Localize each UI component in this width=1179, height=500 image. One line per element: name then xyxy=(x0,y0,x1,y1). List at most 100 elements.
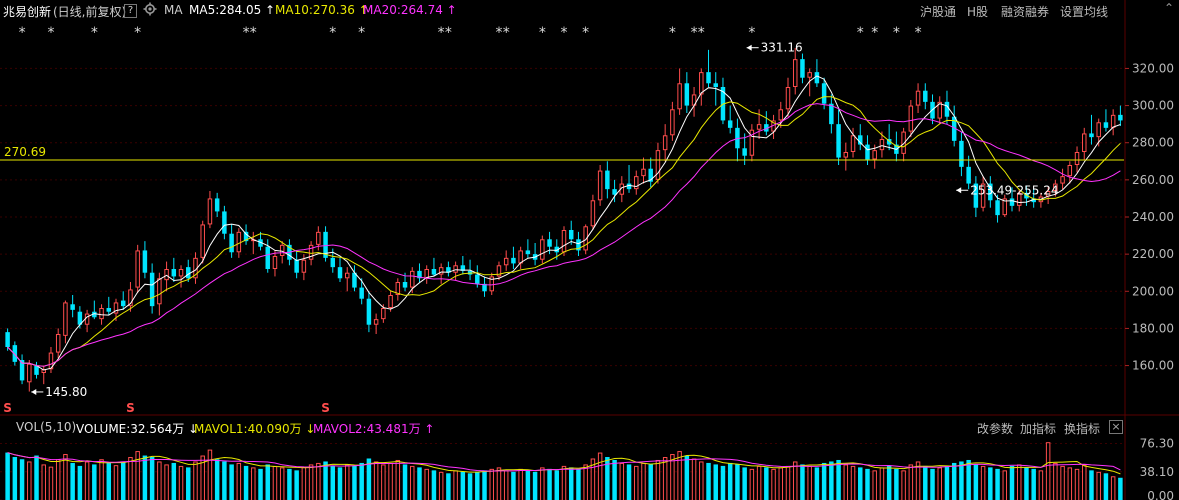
candle-body-down xyxy=(431,269,437,275)
volume-bar-up xyxy=(590,458,596,500)
volume-tick-label: 38.10 xyxy=(1140,465,1174,479)
candle-body-down xyxy=(858,135,863,145)
chevron-up-icon[interactable]: ⌃ xyxy=(1164,1,1175,15)
margin-trading-button[interactable]: 融资融券 xyxy=(1001,5,1050,19)
volume-bar-down xyxy=(337,467,343,500)
help-button[interactable]: ? xyxy=(124,4,137,18)
volume-bar-up xyxy=(915,461,921,500)
mavol1-value: MAVOL1:40.090万 ↓ xyxy=(194,422,316,436)
event-star-marker: * xyxy=(358,25,365,41)
volume-bar-down xyxy=(951,462,957,500)
volume-bar-down xyxy=(605,457,610,500)
volume-bar-down xyxy=(70,462,75,500)
annotation: 331.16 xyxy=(746,41,803,55)
volume-bar-up xyxy=(395,459,401,500)
candle-body-down xyxy=(648,168,653,182)
volume-bar-up xyxy=(879,467,885,500)
candle-body-down xyxy=(12,345,18,362)
candle-body-down xyxy=(402,282,408,288)
volume-bar-up xyxy=(41,464,46,500)
candle-body-up xyxy=(301,259,307,273)
volume-bar-up xyxy=(583,464,588,500)
gear-icon[interactable] xyxy=(143,2,157,19)
ma20-line xyxy=(7,103,1121,367)
volume-bar-down xyxy=(995,468,1000,500)
candle-body-down xyxy=(959,140,964,167)
candle-body-up xyxy=(135,250,140,288)
candle-body-up xyxy=(113,302,119,314)
candle-body-up xyxy=(850,135,856,153)
volume-bar-down xyxy=(1031,468,1036,500)
stock-name[interactable]: 兆易创新 xyxy=(3,5,52,19)
candle-body-up xyxy=(872,150,877,160)
close-volume-button[interactable]: × xyxy=(1109,420,1123,434)
candle-body-up xyxy=(583,226,588,251)
event-s-marker: S xyxy=(3,401,12,415)
candle-body-up xyxy=(388,295,393,308)
candle-body-down xyxy=(995,200,1000,216)
volume-axis: 76.30 38.10 0.00 xyxy=(1140,436,1174,500)
volume-bar-up xyxy=(850,465,856,500)
candle-body-up xyxy=(561,230,567,253)
volume-tick-label: 0.00 xyxy=(1147,489,1174,500)
candle-body-down xyxy=(923,90,928,102)
candle-body-up xyxy=(1060,176,1065,184)
volume-bar-up xyxy=(807,465,812,500)
candle-body-down xyxy=(836,124,841,158)
volume-bar-up xyxy=(381,464,386,500)
volume-bar-down xyxy=(959,461,964,500)
hk-connect-button[interactable]: 沪股通 xyxy=(920,5,957,19)
volume-bar-up xyxy=(63,454,68,500)
event-star-marker: * xyxy=(91,25,98,41)
candle-body-down xyxy=(554,246,560,253)
switch-indicator-button[interactable]: 换指标 xyxy=(1064,422,1101,436)
volume-bar-down xyxy=(467,473,473,500)
annotation: 253.49-255.24 xyxy=(956,183,1059,197)
ma5-value: MA5:284.05 ↑ xyxy=(189,3,276,17)
volume-bar-down xyxy=(1118,477,1123,500)
event-s-marker: S xyxy=(321,401,330,415)
edit-params-button[interactable]: 改参数 xyxy=(977,422,1014,436)
annotation-label: 145.80 xyxy=(45,385,87,399)
candle-body-up xyxy=(1053,183,1058,191)
candle-body-down xyxy=(19,360,25,381)
candle-body-up xyxy=(48,352,54,370)
candle-body-down xyxy=(713,83,718,87)
add-indicator-button[interactable]: 加指标 xyxy=(1020,422,1057,436)
candle-body-up xyxy=(178,269,184,277)
candle-body-up xyxy=(641,168,646,177)
candle-body-up xyxy=(699,72,704,95)
candle-body-up xyxy=(937,101,942,119)
candle-body-up xyxy=(1016,192,1022,206)
price-tick-label: 260.00 xyxy=(1132,173,1174,187)
ma-label: MA xyxy=(164,3,183,17)
volume-bar-up xyxy=(178,465,184,500)
h-share-button[interactable]: H股 xyxy=(967,5,989,19)
candlesticks[interactable] xyxy=(5,48,1123,392)
volume-bars[interactable] xyxy=(5,442,1123,500)
candle-body-up xyxy=(756,124,762,130)
volume-bar-down xyxy=(294,470,299,500)
volume-bar-down xyxy=(287,468,292,500)
volume-bar-down xyxy=(366,458,372,500)
event-star-marker: * xyxy=(495,25,502,41)
volume-bar-up xyxy=(200,455,205,500)
vol-label: VOL(5,10) xyxy=(16,420,77,434)
volume-bar-down xyxy=(92,464,97,500)
annotation: 145.80 xyxy=(31,385,87,399)
volume-bar-down xyxy=(923,465,928,500)
candle-body-up xyxy=(749,129,755,156)
volume-bar-up xyxy=(1074,468,1080,500)
event-star-marker: * xyxy=(691,25,698,41)
candle-body-up xyxy=(670,109,675,136)
volume-bar-down xyxy=(532,471,538,500)
volume-bar-up xyxy=(301,466,307,500)
price-tick-label: 300.00 xyxy=(1132,99,1174,113)
volume-bar-down xyxy=(836,459,841,500)
set-ma-button[interactable]: 设置均线 xyxy=(1060,5,1109,19)
volume-bar-up xyxy=(308,464,314,500)
volume-bar-down xyxy=(988,467,993,500)
candle-body-down xyxy=(1089,133,1094,138)
volume-bar-up xyxy=(597,452,603,500)
